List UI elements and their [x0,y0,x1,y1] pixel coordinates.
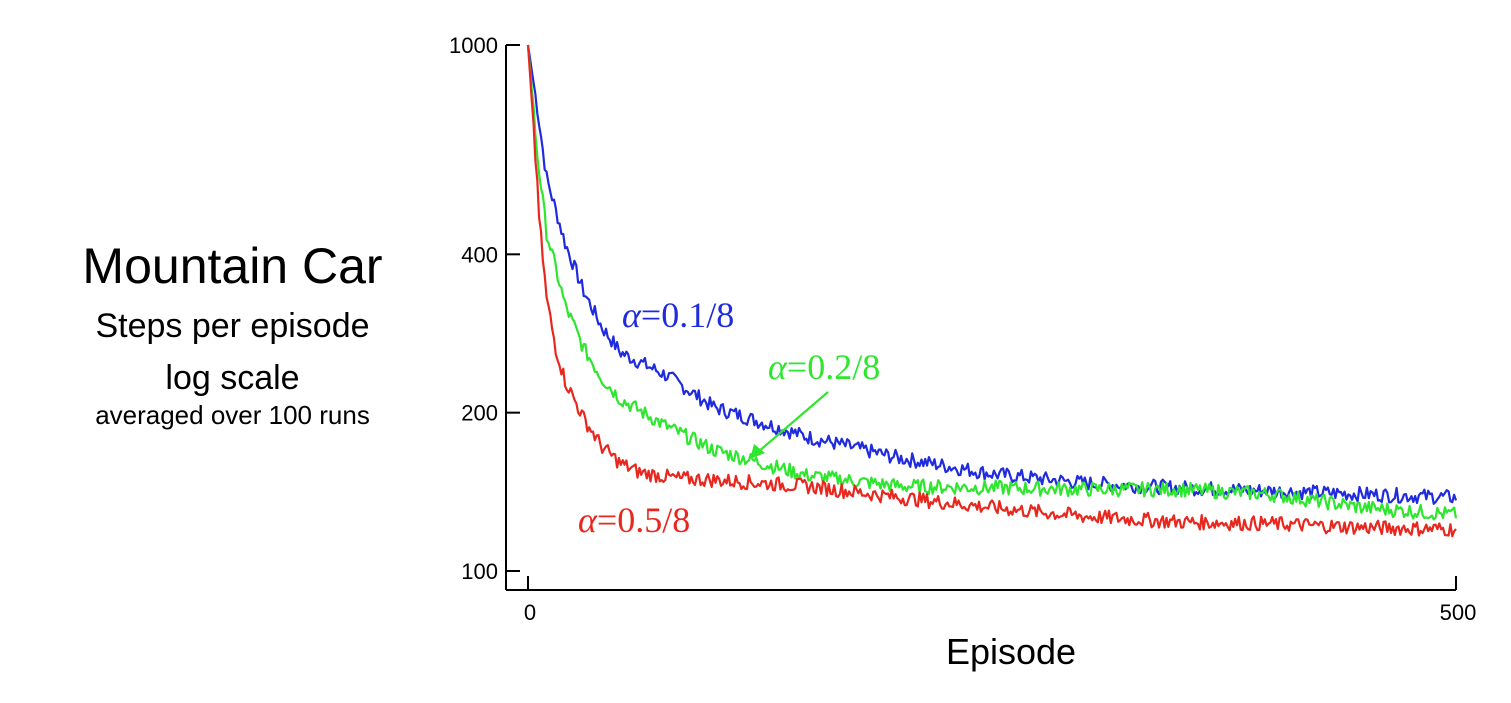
y-tick-label: 100 [461,559,498,584]
x-tick-label: 0 [524,600,536,625]
y-tick-label: 200 [461,401,498,426]
annotation-value: =0.2/8 [787,347,880,387]
y-tick-label: 400 [461,242,498,267]
series-annotation: α=0.5/8 [578,500,690,540]
series-annotation: α=0.1/8 [622,295,734,335]
annotation-arrow [757,391,829,453]
scale-note: log scale [165,359,300,397]
x-tick-label: 500 [1440,600,1477,625]
arrow-head-icon [750,444,765,459]
series-annotation: α=0.2/8 [768,347,880,387]
series-group [526,44,1458,538]
chart-subtitle: Steps per episode [95,307,370,345]
axes: 100 200 400 1000 0 500 Episode [449,33,1476,672]
chart-title: Mountain Car [82,238,383,294]
annotation-greek: α [768,347,788,387]
series-line [526,44,1458,505]
annotations: α=0.1/8α=0.2/8α=0.5/8 [578,295,880,540]
annotation-value: =0.5/8 [597,500,690,540]
annotation-value: =0.1/8 [641,295,734,335]
series-line [526,44,1458,521]
x-axis-label: Episode [946,631,1076,672]
runs-note: averaged over 100 runs [95,400,370,430]
annotation-greek: α [578,500,598,540]
y-tick-label: 1000 [449,33,498,58]
series-line [526,44,1457,538]
annotation-greek: α [622,295,642,335]
